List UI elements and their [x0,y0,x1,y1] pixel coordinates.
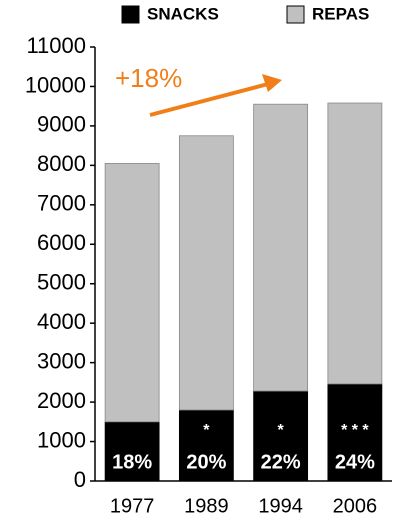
y-tick-label: 8000 [37,151,86,176]
y-tick-label: 5000 [37,270,86,295]
x-tick-label: 1977 [110,495,155,517]
x-tick-label: 1989 [184,495,229,517]
annotation-arrow [149,82,269,117]
bar-segment [327,383,383,482]
annotation: +18% [115,63,182,93]
y-tick-label: 7000 [37,191,86,216]
x-tick-label: 2006 [333,495,378,517]
y-tick-label: 2000 [37,388,86,413]
y-tick-label: 10000 [25,72,86,97]
y-tick-label: 6000 [37,230,86,255]
legend-swatch [121,5,140,24]
bar-segment [104,162,160,423]
annotation-arrowhead [262,74,282,92]
bar-segment [178,409,234,482]
significance-mark: * [203,422,210,439]
y-tick-label: 11000 [26,33,86,58]
y-tick-label: 3000 [37,348,86,373]
y-tick-label: 9000 [37,112,86,137]
bar-segment [253,103,309,392]
y-tick-label: 0 [74,467,86,492]
share-label: 18% [112,451,152,473]
legend-label: SNACKS [147,4,219,23]
y-tick-label: 1000 [37,427,86,452]
bar-segment [253,390,309,482]
share-label: 24% [335,451,375,473]
legend-swatch [286,5,305,24]
significance-mark: * [278,422,285,439]
bar-segment [104,421,160,482]
bar-segment [327,102,383,385]
y-tick-label: 4000 [37,309,86,334]
x-tick-label: 1994 [258,495,303,517]
share-label: 20% [186,451,226,473]
legend-label: REPAS [312,4,369,23]
bar-segment [178,135,234,411]
share-label: 22% [261,451,301,473]
significance-mark: * * * [341,422,369,439]
